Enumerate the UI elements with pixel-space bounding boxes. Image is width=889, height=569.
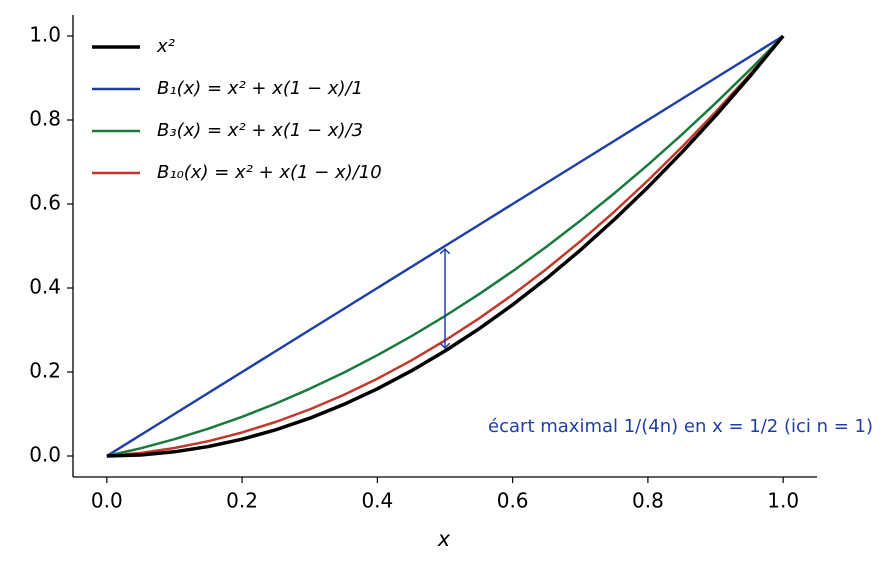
legend-label: B₃(x) = x² + x(1 − x)/3 — [157, 120, 363, 141]
series-line — [106, 34, 784, 458]
annotation-text: écart maximal 1/(4n) en x = 1/2 (ici n =… — [488, 416, 873, 437]
legend-label: x² — [156, 36, 175, 57]
y-tick-label: 0.0 — [29, 443, 61, 467]
x-tick-label: 0.2 — [226, 489, 258, 513]
x-tick-label: 0.0 — [91, 489, 123, 513]
y-tick-label: 1.0 — [29, 23, 61, 47]
y-tick-label: 0.6 — [29, 191, 61, 215]
x-tick-label: 1.0 — [767, 489, 799, 513]
x-tick-label: 0.8 — [632, 489, 664, 513]
x-tick-label: 0.4 — [361, 489, 393, 513]
y-tick-label: 0.4 — [29, 275, 61, 299]
legend-label: B₁(x) = x² + x(1 − x)/1 — [157, 78, 363, 99]
x-axis-label: x — [437, 527, 451, 551]
y-tick-label: 0.8 — [29, 107, 61, 131]
y-tick-label: 0.2 — [29, 359, 61, 383]
legend-label: B₁₀(x) = x² + x(1 − x)/10 — [157, 162, 382, 183]
series-line — [106, 34, 785, 458]
x-tick-label: 0.6 — [497, 489, 529, 513]
